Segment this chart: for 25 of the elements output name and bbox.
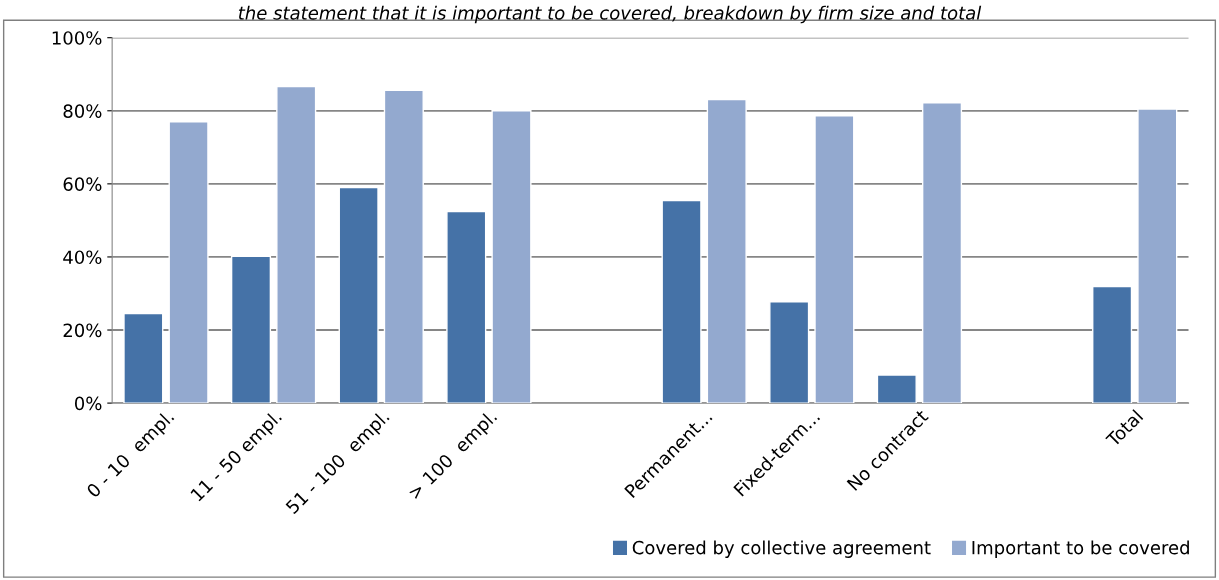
bar — [769, 301, 810, 404]
y-tick-label: 60% — [63, 177, 102, 191]
bar — [706, 98, 747, 404]
bar — [230, 255, 272, 404]
bar — [168, 121, 209, 404]
bar — [661, 199, 702, 404]
bar — [446, 210, 487, 404]
bar — [814, 115, 855, 404]
bar — [383, 89, 424, 404]
bar — [338, 186, 379, 404]
bar — [1092, 285, 1133, 404]
bar — [921, 102, 963, 404]
y-tick-label: 0% — [74, 396, 102, 411]
chart-title: the statement that it is important to be covered, breakdown by firm size and total — [238, 5, 982, 24]
y-tick-label: 20% — [63, 323, 102, 338]
bar — [276, 85, 317, 404]
y-tick-label: 100% — [52, 31, 102, 45]
legend-label: Covered by collective agreement — [632, 540, 931, 558]
y-tick-label: 80% — [63, 104, 102, 118]
bar — [1137, 108, 1178, 404]
bar — [123, 312, 164, 404]
bar — [491, 110, 532, 404]
legend-label: Important to be covered — [972, 540, 1189, 558]
bar — [876, 374, 917, 404]
y-tick-label: 40% — [63, 250, 102, 265]
